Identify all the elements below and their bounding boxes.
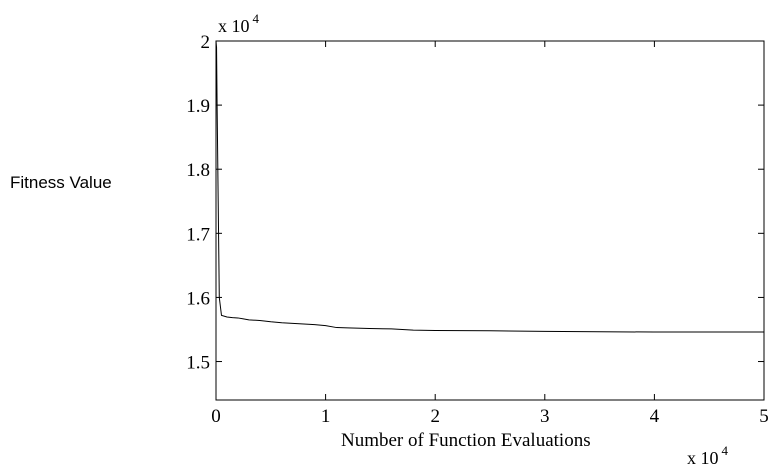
y-axis-ticks: 1.5 1.6 1.7 1.8 1.9 2 (186, 32, 764, 374)
x-axis-label: Number of Function Evaluations (341, 430, 591, 451)
y-tick-label: 1.6 (186, 288, 210, 309)
y-tick-label: 1.9 (186, 96, 210, 117)
y-axis-label: Fitness Value (10, 173, 112, 192)
x-tick-label: 4 (650, 406, 660, 427)
y-tick-label: 2 (201, 32, 211, 53)
x-tick-label: 5 (759, 406, 769, 427)
x-tick-label: 3 (540, 406, 550, 427)
x-multiplier: x 10 4 (687, 443, 729, 468)
plot-area (215, 40, 765, 401)
x-axis-ticks: 0 1 2 3 4 5 (211, 41, 769, 427)
x-tick-label: 1 (321, 406, 331, 427)
y-multiplier: x 10 4 (218, 11, 260, 36)
y-tick-label: 1.8 (186, 160, 210, 181)
y-tick-label: 1.5 (186, 353, 210, 374)
y-tick-label: 1.7 (186, 224, 210, 245)
x-tick-label: 0 (211, 406, 221, 427)
x-tick-label: 2 (430, 406, 440, 427)
fitness-series-line (215, 40, 764, 333)
